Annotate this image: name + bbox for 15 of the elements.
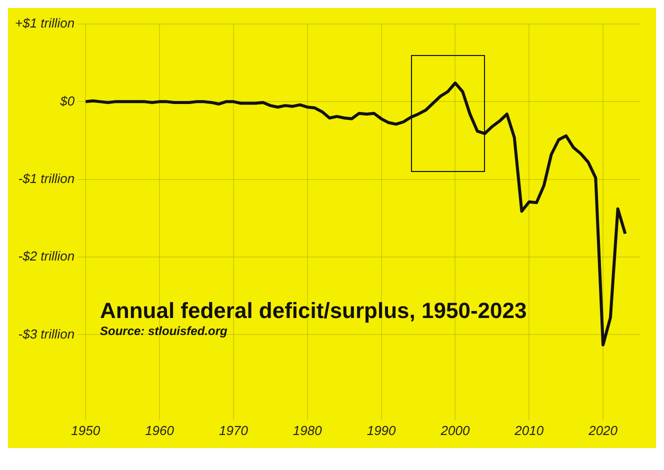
- y-tick-label: -$3 trillion: [18, 326, 75, 342]
- x-tick-label: 1960: [145, 422, 175, 438]
- y-tick-label: $0: [59, 93, 76, 108]
- y-tick-label: -$2 trillion: [18, 248, 75, 264]
- x-tick-label: 1970: [218, 422, 249, 438]
- x-tick-label: 2020: [588, 422, 618, 438]
- text: Annual federal deficit/surplus, 1950-2023: [100, 298, 527, 324]
- x-tick-label: 1950: [71, 422, 101, 438]
- text: Source: stlouisfed.org: [100, 324, 228, 338]
- y-tick-label: -$1 trillion: [18, 170, 75, 186]
- x-tick-label: 1980: [292, 422, 323, 438]
- x-tick-label: 1990: [366, 422, 397, 438]
- x-tick-label: 2010: [514, 422, 544, 438]
- x-tick-label: 2000: [440, 422, 470, 438]
- y-tick-label: +$1 trillion: [14, 16, 75, 31]
